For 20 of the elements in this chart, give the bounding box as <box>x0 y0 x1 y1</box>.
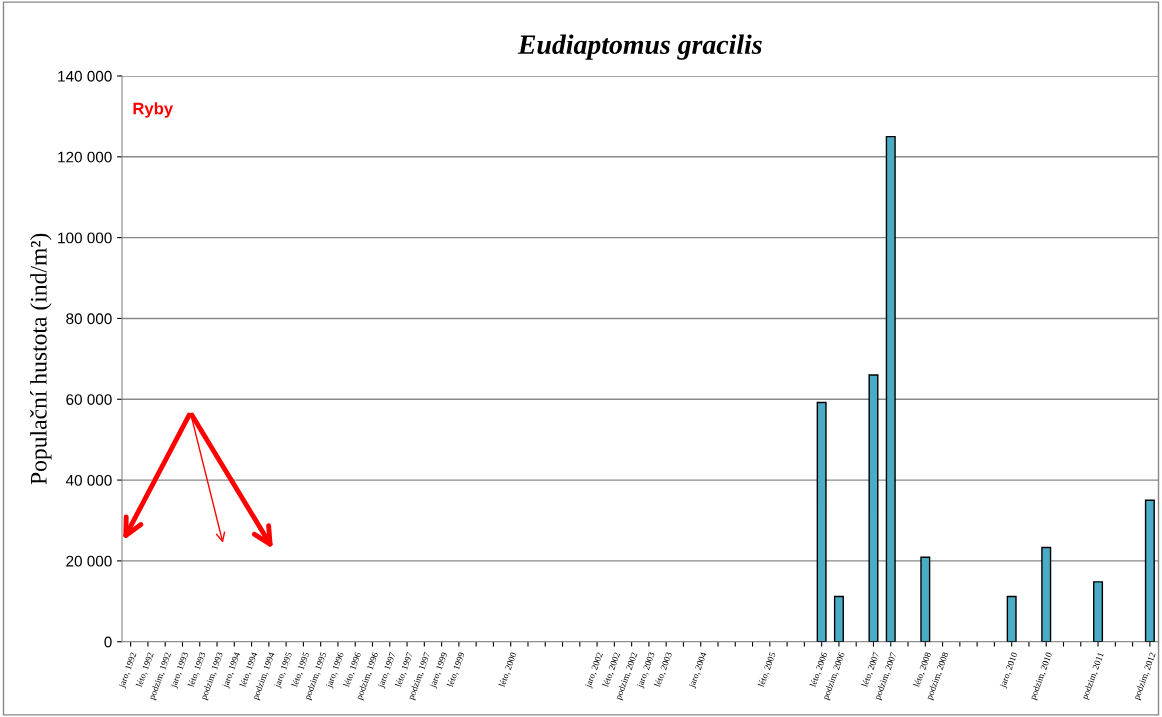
x-tick-label: léto, 1999 <box>446 651 466 688</box>
y-axis-title: Populační hustota (ind/m²) <box>30 233 52 485</box>
x-tick-label: léto, 2003 <box>653 651 674 688</box>
x-tick-label: jaro, 2004 <box>688 651 709 689</box>
x-tick-label: podzim, 2012 <box>1132 651 1158 701</box>
y-tick-label: 0 <box>104 636 112 648</box>
y-tick-label: 140 000 <box>58 70 112 82</box>
x-tick-label: podzim, 2011 <box>1081 651 1106 701</box>
y-tick-label: 100 000 <box>58 232 112 244</box>
y-tick-label: 40 000 <box>65 474 112 486</box>
annotation: Ryby <box>133 102 174 118</box>
y-tick-label: 20 000 <box>66 555 112 567</box>
x-tick-label: léto, 2005 <box>757 651 777 688</box>
chart-title: Eudiaptomus gracilis <box>517 34 762 60</box>
y-tick-label: 60 000 <box>66 394 112 405</box>
x-tick-label: jaro, 2010 <box>999 651 1020 689</box>
y-tick-label: 80 000 <box>66 313 112 325</box>
x-tick-label: podzim, 2010 <box>1029 651 1054 701</box>
x-tick-label: léto, 2000 <box>498 651 518 688</box>
y-tick-label: 120 000 <box>58 151 112 163</box>
